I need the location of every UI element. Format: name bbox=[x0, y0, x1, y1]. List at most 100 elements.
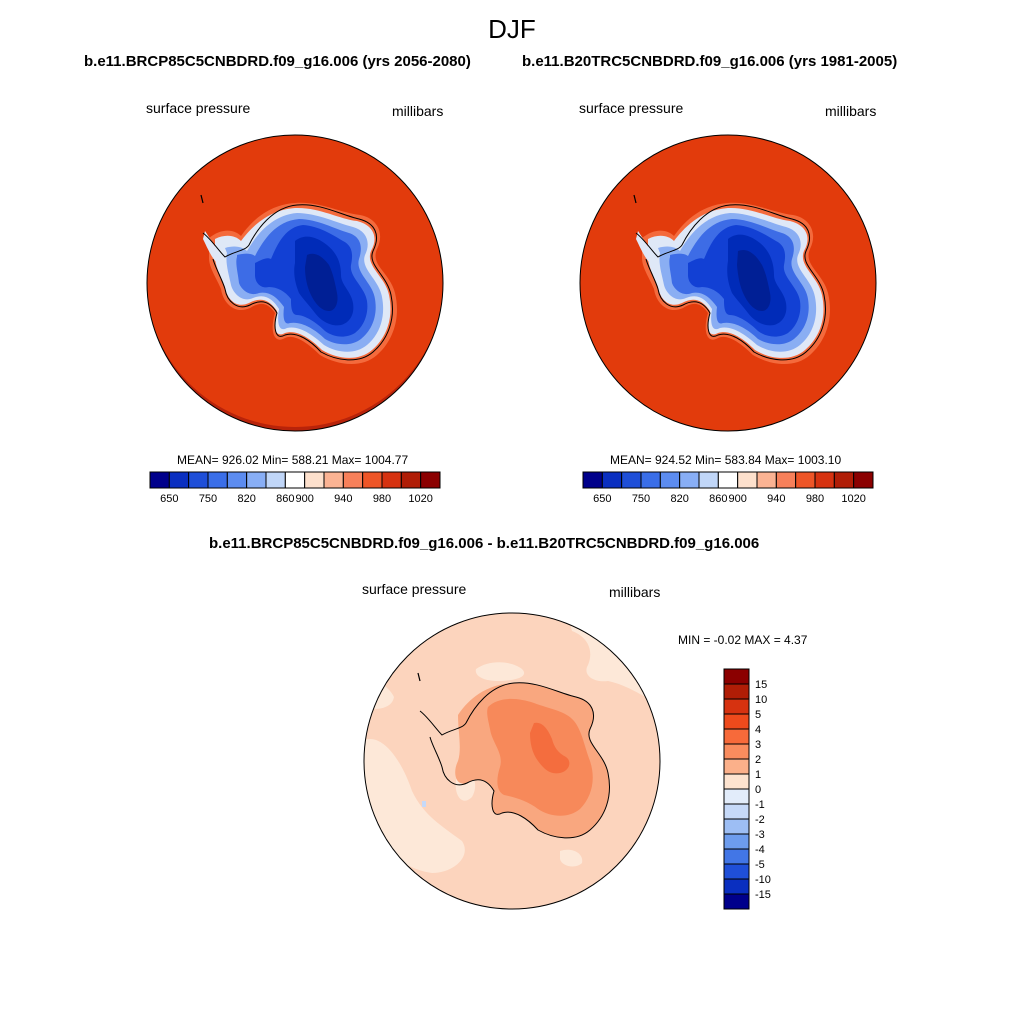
colorbar-swatch bbox=[582, 471, 603, 489]
colorbar-swatch bbox=[265, 471, 286, 489]
colorbar-tick-label: -5 bbox=[755, 859, 765, 871]
colorbar-swatch bbox=[723, 818, 750, 835]
colorbar-tick-label: 940 bbox=[767, 493, 785, 505]
colorbar-swatch bbox=[168, 471, 190, 489]
colorbar-tick-label: 650 bbox=[160, 493, 178, 505]
map-boundary bbox=[579, 134, 877, 432]
antarctica-pressure-field bbox=[633, 194, 830, 365]
colorbar-swatch bbox=[420, 471, 441, 489]
colorbar-tick-label: 750 bbox=[632, 493, 650, 505]
difference-polar-map bbox=[363, 612, 661, 910]
map-boundary bbox=[146, 134, 444, 432]
colorbar-tick-label: 750 bbox=[199, 493, 217, 505]
colorbar-swatch bbox=[640, 471, 661, 489]
left-units-label: millibars bbox=[392, 103, 444, 119]
colorbar-swatch bbox=[853, 471, 874, 489]
left-colorbar: 650 750 820 860 900 940 980 1020 bbox=[149, 471, 441, 505]
colorbar-tick-label: -15 bbox=[755, 889, 771, 901]
colorbar-swatch bbox=[679, 471, 700, 489]
colorbar-swatch bbox=[400, 471, 422, 489]
colorbar-swatch bbox=[659, 471, 681, 489]
colorbar-swatch bbox=[723, 773, 750, 790]
colorbar-tick-label: 900 bbox=[728, 493, 746, 505]
colorbar-swatch bbox=[723, 863, 750, 880]
colorbar-swatch bbox=[149, 471, 170, 489]
colorbar-swatch bbox=[737, 471, 758, 489]
diff-variable-label: surface pressure bbox=[362, 581, 467, 597]
colorbar-swatch bbox=[188, 471, 209, 489]
colorbar-swatch bbox=[723, 728, 750, 745]
colorbar-tick-label: 650 bbox=[593, 493, 611, 505]
colorbar-tick-label: -4 bbox=[755, 844, 765, 856]
right-case-title: b.e11.B20TRC5CNBDRD.f09_g16.006 (yrs 198… bbox=[522, 53, 898, 70]
colorbar-tick-label: -3 bbox=[755, 829, 765, 841]
colorbar-tick-label: 860 bbox=[276, 493, 294, 505]
colorbar-tick-label: 820 bbox=[670, 493, 688, 505]
colorbar-swatch bbox=[698, 471, 719, 489]
diff-case-title: b.e11.BRCP85C5CNBDRD.f09_g16.006 - b.e11… bbox=[209, 535, 760, 552]
colorbar-swatch bbox=[342, 471, 364, 489]
colorbar-swatch bbox=[723, 743, 750, 760]
colorbar-tick-label: -2 bbox=[755, 814, 765, 826]
colorbar-swatch bbox=[723, 668, 750, 685]
diff-stats: MIN = -0.02 MAX = 4.37 bbox=[678, 633, 808, 647]
colorbar-tick-label: 900 bbox=[295, 493, 313, 505]
colorbar-tick-label: 940 bbox=[334, 493, 352, 505]
colorbar-swatch bbox=[621, 471, 642, 489]
colorbar-swatch bbox=[246, 471, 267, 489]
antarctica-diff-field bbox=[417, 672, 610, 839]
colorbar-swatch bbox=[833, 471, 855, 489]
colorbar-tick-label: 860 bbox=[709, 493, 727, 505]
colorbar-tick-label: -1 bbox=[755, 799, 765, 811]
colorbar-tick-label: 1 bbox=[755, 769, 761, 781]
colorbar-tick-label: 980 bbox=[373, 493, 391, 505]
colorbar-swatch bbox=[207, 471, 228, 489]
left-variable-label: surface pressure bbox=[146, 100, 251, 116]
colorbar-tick-label: 5 bbox=[755, 709, 761, 721]
right-stats: MEAN= 924.52 Min= 583.84 Max= 1003.10 bbox=[610, 453, 842, 467]
colorbar-swatch bbox=[723, 878, 750, 895]
colorbar-swatch bbox=[814, 471, 835, 489]
colorbar-swatch bbox=[723, 713, 750, 730]
colorbar-swatch bbox=[723, 848, 750, 865]
colorbar-swatch bbox=[723, 893, 750, 910]
colorbar-tick-label: 15 bbox=[755, 679, 767, 691]
left-polar-map bbox=[146, 134, 444, 432]
colorbar-swatch bbox=[717, 471, 739, 489]
colorbar-swatch bbox=[723, 788, 750, 805]
colorbar-tick-label: 2 bbox=[755, 754, 761, 766]
left-case-title: b.e11.BRCP85C5CNBDRD.f09_g16.006 (yrs 20… bbox=[84, 53, 471, 70]
colorbar-tick-label: 980 bbox=[806, 493, 824, 505]
colorbar-swatch bbox=[284, 471, 306, 489]
colorbar-swatch bbox=[795, 471, 816, 489]
colorbar-tick-label: 1020 bbox=[841, 493, 865, 505]
colorbar-tick-label: 820 bbox=[237, 493, 255, 505]
colorbar-swatch bbox=[756, 471, 777, 489]
antarctica-pressure-field bbox=[200, 194, 397, 365]
colorbar-tick-label: 10 bbox=[755, 694, 767, 706]
colorbar-swatch bbox=[723, 803, 750, 820]
colorbar-swatch bbox=[723, 683, 750, 700]
colorbar-swatch bbox=[775, 471, 797, 489]
left-stats: MEAN= 926.02 Min= 588.21 Max= 1004.77 bbox=[177, 453, 409, 467]
diff-units-label: millibars bbox=[609, 584, 661, 600]
colorbar-swatch bbox=[381, 471, 402, 489]
right-units-label: millibars bbox=[825, 103, 877, 119]
colorbar-swatch bbox=[226, 471, 248, 489]
colorbar-swatch bbox=[304, 471, 325, 489]
colorbar-tick-label: 4 bbox=[755, 724, 761, 736]
map-boundary bbox=[363, 612, 661, 910]
colorbar-tick-label: 3 bbox=[755, 739, 761, 751]
right-polar-map bbox=[579, 134, 877, 432]
colorbar-tick-label: -10 bbox=[755, 874, 771, 886]
colorbar-tick-label: 0 bbox=[755, 784, 761, 796]
colorbar-swatch bbox=[601, 471, 623, 489]
colorbar-tick-label: 1020 bbox=[408, 493, 432, 505]
colorbar-swatch bbox=[323, 471, 344, 489]
colorbar-swatch bbox=[723, 833, 750, 850]
figure-title: DJF bbox=[488, 14, 536, 44]
colorbar-swatch bbox=[723, 758, 750, 775]
right-colorbar: 650 750 820 860 900 940 980 1020 bbox=[582, 471, 874, 505]
diff-anomaly-small-blue bbox=[422, 801, 426, 807]
